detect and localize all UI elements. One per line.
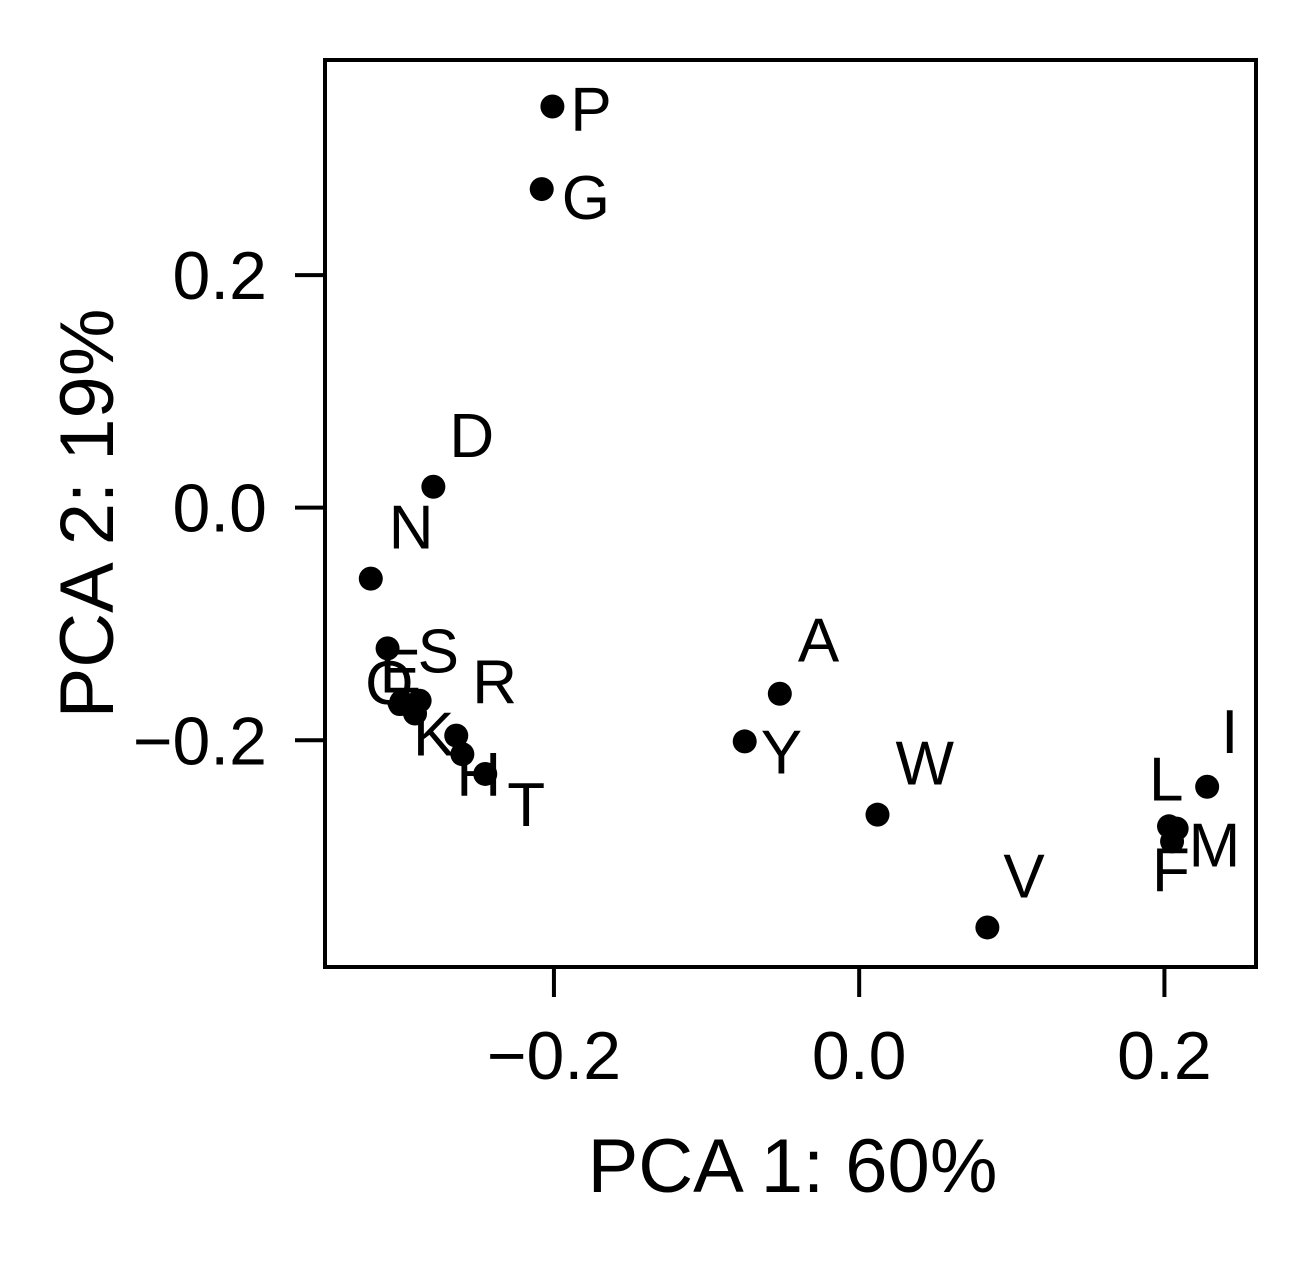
y-tick-label: −0.2 [133, 703, 267, 779]
point-label-E: E [380, 637, 421, 706]
point-K [403, 701, 428, 726]
x-tick-label: −0.2 [487, 1018, 621, 1094]
point-label-V: V [1003, 842, 1045, 911]
point-label-K: K [413, 701, 454, 770]
y-axis-title: PCA 2: 19% [45, 309, 130, 719]
point-label-A: A [798, 607, 840, 676]
x-tick-label: 0.2 [1117, 1018, 1212, 1094]
point-P [540, 94, 565, 119]
point-N [358, 566, 383, 591]
data-points [358, 94, 1220, 940]
point-G [529, 177, 554, 202]
point-T [473, 761, 498, 786]
point-label-Q: Q [365, 649, 413, 718]
point-H [450, 742, 475, 767]
point-D [421, 474, 446, 499]
point-label-F: F [1152, 836, 1190, 905]
x-axis-title: PCA 1: 60% [588, 1124, 998, 1209]
point-label-D: D [449, 402, 494, 471]
point-label-W: W [895, 730, 954, 799]
point-label-L: L [1149, 745, 1183, 814]
point-label-I: I [1221, 698, 1238, 767]
point-label-Y: Y [761, 718, 802, 787]
axis-ticks: −0.2 0.0 0.2 −0.2 0.0 0.2 [133, 238, 1212, 1094]
point-label-M: M [1189, 812, 1241, 881]
point-V [975, 915, 1000, 940]
y-tick-label: 0.2 [172, 238, 267, 314]
point-Y [732, 729, 757, 754]
point-label-G: G [562, 164, 610, 233]
x-tick-label: 0.0 [812, 1018, 907, 1094]
point-A [767, 681, 792, 706]
point-label-R: R [472, 649, 517, 718]
point-E [375, 636, 400, 661]
point-label-P: P [570, 76, 611, 145]
plot-area-frame [323, 58, 1258, 969]
point-label-S: S [418, 618, 459, 687]
y-tick-label: 0.0 [172, 471, 267, 547]
point-W [865, 802, 890, 827]
point-I [1195, 774, 1220, 799]
point-F [1160, 829, 1185, 854]
point-label-T: T [507, 771, 545, 840]
point-label-H: H [456, 741, 501, 810]
point-R [444, 723, 469, 748]
point-label-N: N [389, 494, 434, 563]
